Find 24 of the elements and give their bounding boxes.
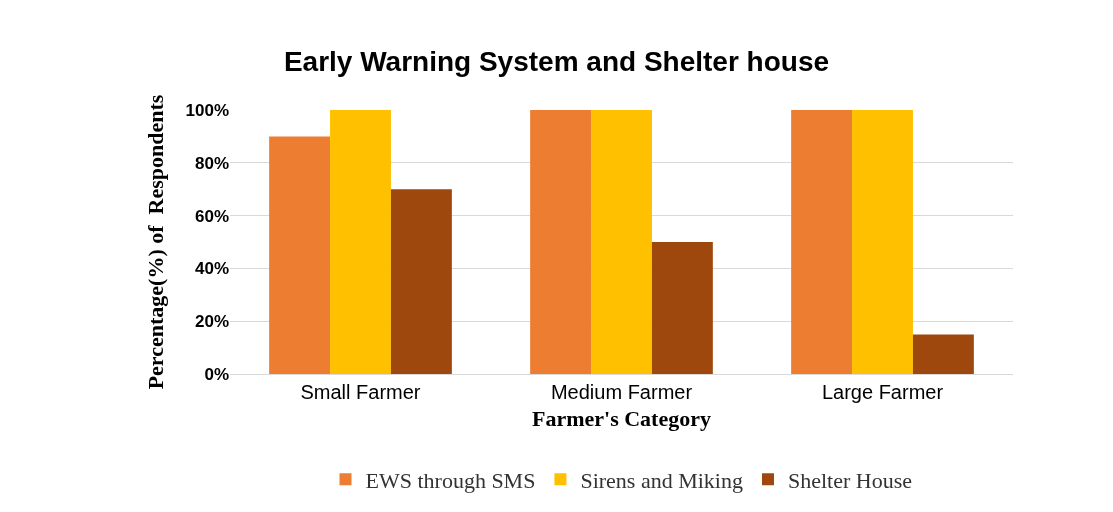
bar xyxy=(651,242,713,374)
bar xyxy=(852,110,913,374)
x-tick-label: Medium Farmer xyxy=(550,381,693,403)
y-tick-label: 100% xyxy=(185,100,229,120)
bar xyxy=(591,110,652,374)
bar xyxy=(791,110,853,374)
x-tick-label: Small Farmer xyxy=(300,381,421,403)
bar xyxy=(330,110,391,374)
legend-label: EWS through SMS xyxy=(365,467,536,493)
x-axis-title: Farmer's Category xyxy=(532,405,711,431)
y-tick-label: 60% xyxy=(194,206,229,226)
bar xyxy=(269,136,331,374)
y-tick-label: 80% xyxy=(194,153,229,173)
legend-label: Sirens and Miking xyxy=(580,467,743,493)
bar xyxy=(530,110,592,374)
y-tick-label: 40% xyxy=(194,259,229,279)
y-tick-label: 20% xyxy=(194,312,229,332)
legend-label: Shelter House xyxy=(787,467,913,493)
bar xyxy=(912,334,974,374)
chart-title: Early Warning System and Shelter house xyxy=(283,45,830,77)
x-tick-label: Large Farmer xyxy=(821,381,944,403)
y-axis-title: Percentage(%) of Respondents xyxy=(143,94,169,390)
bar xyxy=(390,189,452,374)
y-tick-label: 0% xyxy=(204,364,229,384)
